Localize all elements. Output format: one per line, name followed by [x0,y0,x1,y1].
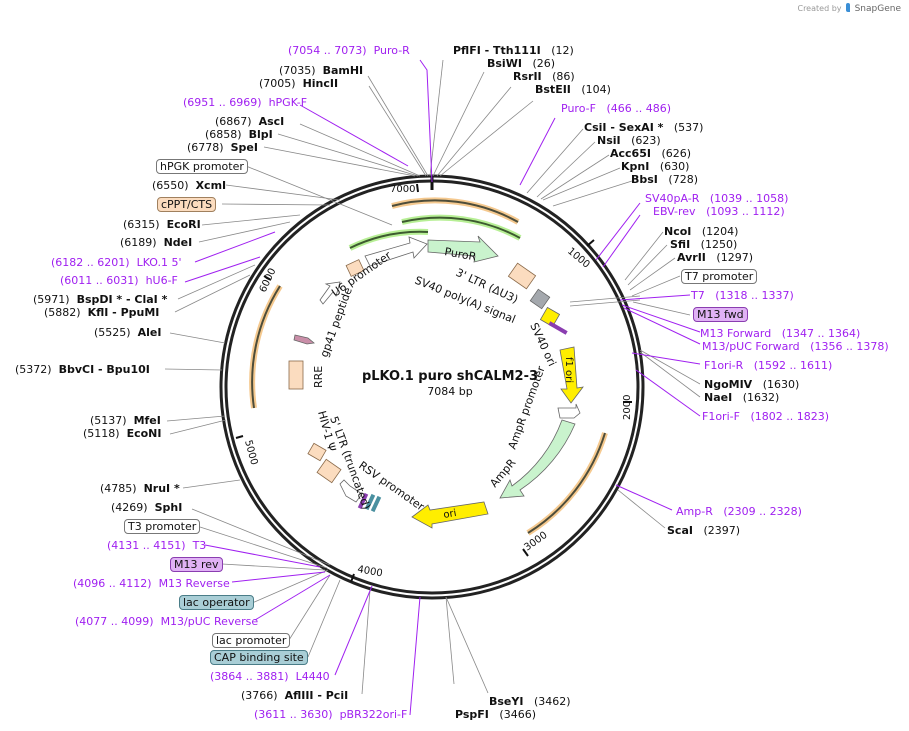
primer-m13-forward[interactable]: M13 Forward (1347 .. 1364) [700,327,861,340]
primer-hpgk-f[interactable]: (6951 .. 6969) hPGK-F [183,96,308,109]
primer-ebv-rev[interactable]: EBV-rev (1093 .. 1112) [653,205,785,218]
rre-box [288,360,304,390]
feature-cap-binding-site[interactable]: CAP binding site [210,650,308,665]
f1-ori-arrow [559,346,584,404]
site-bsteii[interactable]: BstEII (104) [535,83,611,96]
svg-text:5000: 5000 [242,439,259,466]
site-avrii[interactable]: AvrII (1297) [677,251,753,264]
feature-cppt-cts[interactable]: cPPT/CTS [157,197,217,212]
site-nrui[interactable]: (4785) NruI * [100,482,180,495]
primer-m13-reverse[interactable]: (4096 .. 4112) M13 Reverse [73,577,230,590]
feature-t7-promoter[interactable]: T7 promoter [681,269,758,284]
site-asci[interactable]: (6867) AscI [215,115,285,128]
plasmid-size: 7084 bp [427,385,473,398]
primer-leader-lines [184,59,701,716]
svg-text:1000: 1000 [565,246,592,271]
credit-brand: SnapGene [854,4,901,14]
svg-text:3000: 3000 [522,530,549,554]
site-blpi[interactable]: (6858) BlpI [205,128,273,141]
snapgene-credit: Created by SnapGene [797,3,901,14]
site-pflfi-tth111i[interactable]: PflFI - Tth111I (12) [453,44,574,57]
primer-amp-r[interactable]: Amp-R (2309 .. 2328) [676,505,802,518]
svg-text:f1 ori: f1 ori [563,357,574,383]
primer-f1ori-r[interactable]: F1ori-R (1592 .. 1611) [704,359,833,372]
ori-arrow [411,501,489,529]
site-mfei[interactable]: (5137) MfeI [90,414,161,427]
primer-m13-puc-reverse[interactable]: (4077 .. 4099) M13/pUC Reverse [75,615,259,628]
snapgene-logo-icon [846,3,851,12]
primer-sv40pa-r[interactable]: SV40pA-R (1039 .. 1058) [645,192,789,205]
plasmid-name: pLKO.1 puro shCALM2-3 [361,369,539,384]
site-bsiwi[interactable]: BsiWI (26) [487,57,556,70]
site-ngomiv[interactable]: NgoMIV (1630) [704,378,800,391]
site-ndei[interactable]: (6189) NdeI [120,236,193,249]
site-ncoi[interactable]: NcoI (1204) [664,225,739,238]
primer-pbr322ori-f[interactable]: (3611 .. 3630) pBR322ori-F [254,708,408,721]
site-scai[interactable]: ScaI (2397) [667,524,741,537]
site-hincii[interactable]: (7005) HincII [259,77,339,90]
svg-text:U6 promoter: U6 promoter [329,249,394,300]
primer-lko5[interactable]: (6182 .. 6201) LKO.1 5' [51,256,182,269]
svg-text:4000: 4000 [356,564,383,579]
primer-t3[interactable]: (4131 .. 4151) T3 [107,539,207,552]
primer-puro-r[interactable]: (7054 .. 7073) Puro-R [288,44,410,57]
u6-promoter-arrow [364,236,428,267]
site-sfii[interactable]: SfiI (1250) [670,238,738,251]
site-bspdi-clai[interactable]: (5971) BspDI * - ClaI * [33,293,168,306]
ampr-arrow [499,419,576,499]
site-bbvci-bpu10i[interactable]: (5372) BbvCI - Bpu10I [15,363,150,376]
site-econi[interactable]: (5118) EcoNI [83,427,162,440]
primer-hu6-f[interactable]: (6011 .. 6031) hU6-F [60,274,178,287]
rsv-promoter-arrow [339,479,363,503]
svg-text:RRE: RRE [312,366,325,388]
site-kpni[interactable]: KpnI (630) [621,160,690,173]
site-alei[interactable]: (5525) AleI [94,326,162,339]
site-bbsi[interactable]: BbsI (728) [631,173,698,186]
orf-arcs [249,197,608,536]
site-csii-sexai[interactable]: CsiI - SexAI * (537) [584,121,704,134]
site-spei[interactable]: (6778) SpeI [187,141,258,154]
ampr-promoter-arrow [557,403,581,419]
site-pspfi[interactable]: PspFI (3466) [455,708,536,721]
svg-text:ori: ori [443,508,458,521]
svg-text:PuroR: PuroR [443,245,477,263]
feature-lac-promoter[interactable]: lac promoter [212,633,291,648]
primer-puro-f[interactable]: Puro-F (466 .. 486) [561,102,671,115]
site-bamhi[interactable]: (7035) BamHI [279,64,364,77]
site-sphi[interactable]: (4269) SphI [111,501,183,514]
site-ecori[interactable]: (6315) EcoRI [123,218,201,231]
site-naei[interactable]: NaeI (1632) [704,391,780,404]
credit-prefix: Created by [797,4,842,13]
feature-m13-fwd[interactable]: M13 fwd [693,307,748,322]
site-leader-lines [164,59,701,695]
site-acc65i[interactable]: Acc65I (626) [610,147,692,160]
feature-m13-rev[interactable]: M13 rev [170,557,223,572]
gp41-peptide [293,334,315,345]
puror-arrow [427,235,499,263]
site-bseyi[interactable]: BseYI (3462) [489,695,571,708]
tick-marks [235,183,632,583]
svg-text:2000: 2000 [622,395,633,420]
features [288,235,584,529]
primer-t7[interactable]: T7 (1318 .. 1337) [691,289,794,302]
site-rsrii[interactable]: RsrII (86) [513,70,575,83]
feature-hpgk-promoter[interactable]: hPGK promoter [156,159,248,174]
lko-arrow [319,281,341,305]
site-xcmi[interactable]: (6550) XcmI [152,179,227,192]
primer-m13-puc-forward[interactable]: M13/pUC Forward (1356 .. 1378) [702,340,889,353]
svg-text:7000: 7000 [390,184,415,195]
feature-lac-operator[interactable]: lac operator [179,595,254,610]
feature-t3-promoter[interactable]: T3 promoter [124,519,201,534]
primer-f1ori-f[interactable]: F1ori-F (1802 .. 1823) [702,410,829,423]
site-kfli-ppumi[interactable]: (5882) KflI - PpuMI [44,306,160,319]
primer-l4440[interactable]: (3864 .. 3881) L4440 [210,670,330,683]
site-afliii-pcii[interactable]: (3766) AflIII - PciI [241,689,349,702]
site-nsii[interactable]: NsiI (623) [597,134,661,147]
